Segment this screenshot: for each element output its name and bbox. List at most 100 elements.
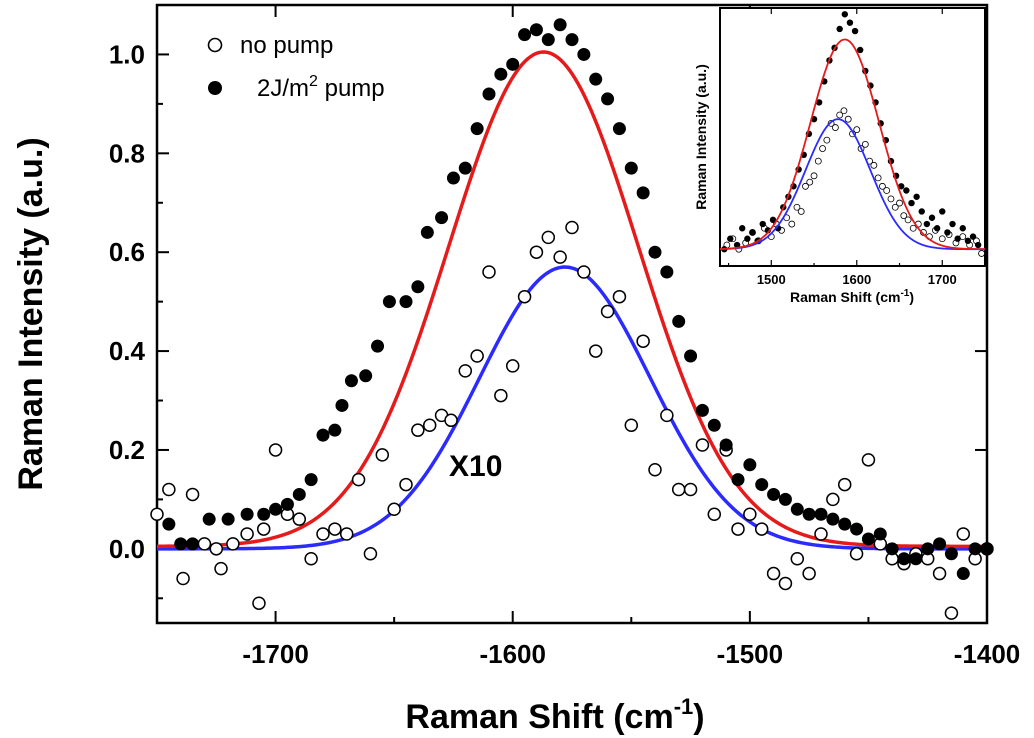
data-point-open bbox=[624, 418, 639, 432]
data-point-open bbox=[695, 438, 710, 452]
data-point-filled bbox=[695, 403, 709, 417]
data-point-open bbox=[444, 413, 458, 428]
data-point-filled bbox=[292, 487, 306, 501]
data-point-filled bbox=[909, 552, 923, 566]
y-tick-label: 0.6 bbox=[109, 237, 145, 267]
data-point-open bbox=[209, 542, 224, 556]
legend-label-pump-text: 2J/m bbox=[257, 75, 309, 102]
y-tick-label: 1.0 bbox=[109, 39, 145, 69]
data-point-open bbox=[909, 224, 917, 232]
data-point-filled bbox=[921, 542, 935, 556]
data-point-filled bbox=[719, 438, 733, 452]
legend-marker-no-pump bbox=[207, 37, 223, 53]
x10-annotation: X10 bbox=[449, 450, 502, 483]
data-point-filled bbox=[913, 193, 920, 200]
data-point-open bbox=[316, 527, 330, 541]
data-point-filled bbox=[739, 225, 746, 232]
data-point-open bbox=[494, 388, 508, 403]
legend-label-pump-end: pump bbox=[318, 75, 385, 102]
data-point-filled bbox=[974, 241, 982, 249]
data-point-open bbox=[541, 230, 556, 245]
x-axis-title-text: Raman Shift (cm bbox=[405, 698, 673, 736]
fit-curve-inset_no_pump_fit bbox=[719, 118, 985, 251]
inset-tick-labels: 1500 1600 1700 bbox=[757, 272, 957, 287]
data-point-open bbox=[577, 265, 591, 279]
data-point-open bbox=[517, 289, 532, 304]
data-point-filled bbox=[162, 517, 176, 531]
data-point-filled bbox=[933, 537, 947, 551]
fit-curve-no_pump_fit bbox=[157, 265, 987, 551]
main-tick-labels: -1700 -1600 -1500 -1400 0.0 0.2 0.4 0.6 0.8 1.0 bbox=[109, 39, 1020, 669]
x-axis-title-end: ) bbox=[693, 698, 704, 736]
data-point-open bbox=[214, 561, 228, 576]
data-point-filled bbox=[778, 492, 792, 506]
data-point-filled bbox=[933, 225, 941, 232]
data-point-filled bbox=[744, 235, 751, 242]
data-point-open bbox=[226, 537, 240, 551]
x-tick-label: -1500 bbox=[717, 639, 784, 669]
data-point-filled bbox=[553, 18, 567, 32]
data-point-open bbox=[788, 220, 796, 228]
data-point-open bbox=[837, 477, 852, 492]
data-point-open bbox=[814, 157, 822, 165]
data-point-open bbox=[162, 482, 176, 497]
data-point-open bbox=[588, 344, 603, 358]
data-point-open bbox=[411, 423, 425, 437]
data-point-filled bbox=[359, 369, 373, 383]
data-point-filled bbox=[968, 542, 982, 556]
inset-fit-curves bbox=[719, 38, 985, 251]
data-point-open bbox=[896, 199, 903, 207]
data-point-filled bbox=[969, 233, 977, 240]
data-point-open bbox=[529, 245, 544, 259]
inset-ticks bbox=[727, 8, 986, 266]
data-point-open bbox=[292, 512, 307, 526]
data-point-filled bbox=[964, 237, 972, 245]
data-point-filled bbox=[470, 122, 484, 136]
data-point-open bbox=[826, 492, 840, 507]
data-point-open bbox=[240, 527, 254, 541]
data-point-filled bbox=[908, 199, 915, 207]
data-point-filled bbox=[846, 19, 854, 26]
data-point-filled bbox=[856, 46, 864, 54]
data-point-open bbox=[956, 527, 971, 541]
x-tick-label: -1700 bbox=[242, 639, 309, 669]
legend-label-pump-sup: 2 bbox=[309, 73, 318, 90]
data-point-filled bbox=[648, 245, 662, 259]
data-point-filled bbox=[269, 502, 283, 516]
data-point-filled bbox=[612, 122, 626, 136]
inset-x-axis-title: Raman Shift (cm-1) bbox=[790, 288, 914, 305]
data-point-filled bbox=[411, 280, 425, 294]
main-data-points bbox=[150, 18, 994, 620]
data-point-filled bbox=[815, 99, 823, 106]
data-point-open bbox=[683, 482, 698, 497]
data-point-filled bbox=[420, 225, 434, 239]
data-point-open bbox=[844, 115, 852, 123]
inset-x-axis-title-text: Raman Shift (cm bbox=[790, 289, 900, 305]
inset-x-axis-title-sup: -1 bbox=[900, 288, 909, 299]
data-point-filled bbox=[304, 473, 318, 487]
data-point-filled bbox=[494, 67, 508, 81]
data-point-filled bbox=[684, 349, 698, 363]
y-tick-label: 0.0 bbox=[109, 534, 145, 564]
data-point-filled bbox=[529, 23, 543, 37]
data-point-open bbox=[810, 172, 818, 180]
y-tick-label: 0.2 bbox=[109, 435, 145, 465]
data-point-filled bbox=[672, 314, 686, 328]
data-point-filled bbox=[959, 225, 966, 232]
x-tick-label: 1600 bbox=[842, 272, 871, 287]
data-point-filled bbox=[790, 502, 804, 516]
data-point-open bbox=[731, 522, 745, 536]
data-point-filled bbox=[636, 186, 650, 200]
data-point-open bbox=[832, 124, 839, 131]
data-point-filled bbox=[707, 418, 721, 432]
data-point-filled bbox=[624, 161, 638, 175]
data-point-open bbox=[891, 203, 899, 211]
fit-curve-pump_fit bbox=[156, 50, 987, 549]
data-point-filled bbox=[382, 295, 396, 309]
data-point-filled bbox=[759, 220, 766, 228]
y-tick-label: 0.8 bbox=[109, 138, 145, 168]
data-point-open bbox=[707, 507, 722, 521]
x-tick-label: 1500 bbox=[757, 272, 786, 287]
inset-data-points bbox=[721, 11, 985, 257]
